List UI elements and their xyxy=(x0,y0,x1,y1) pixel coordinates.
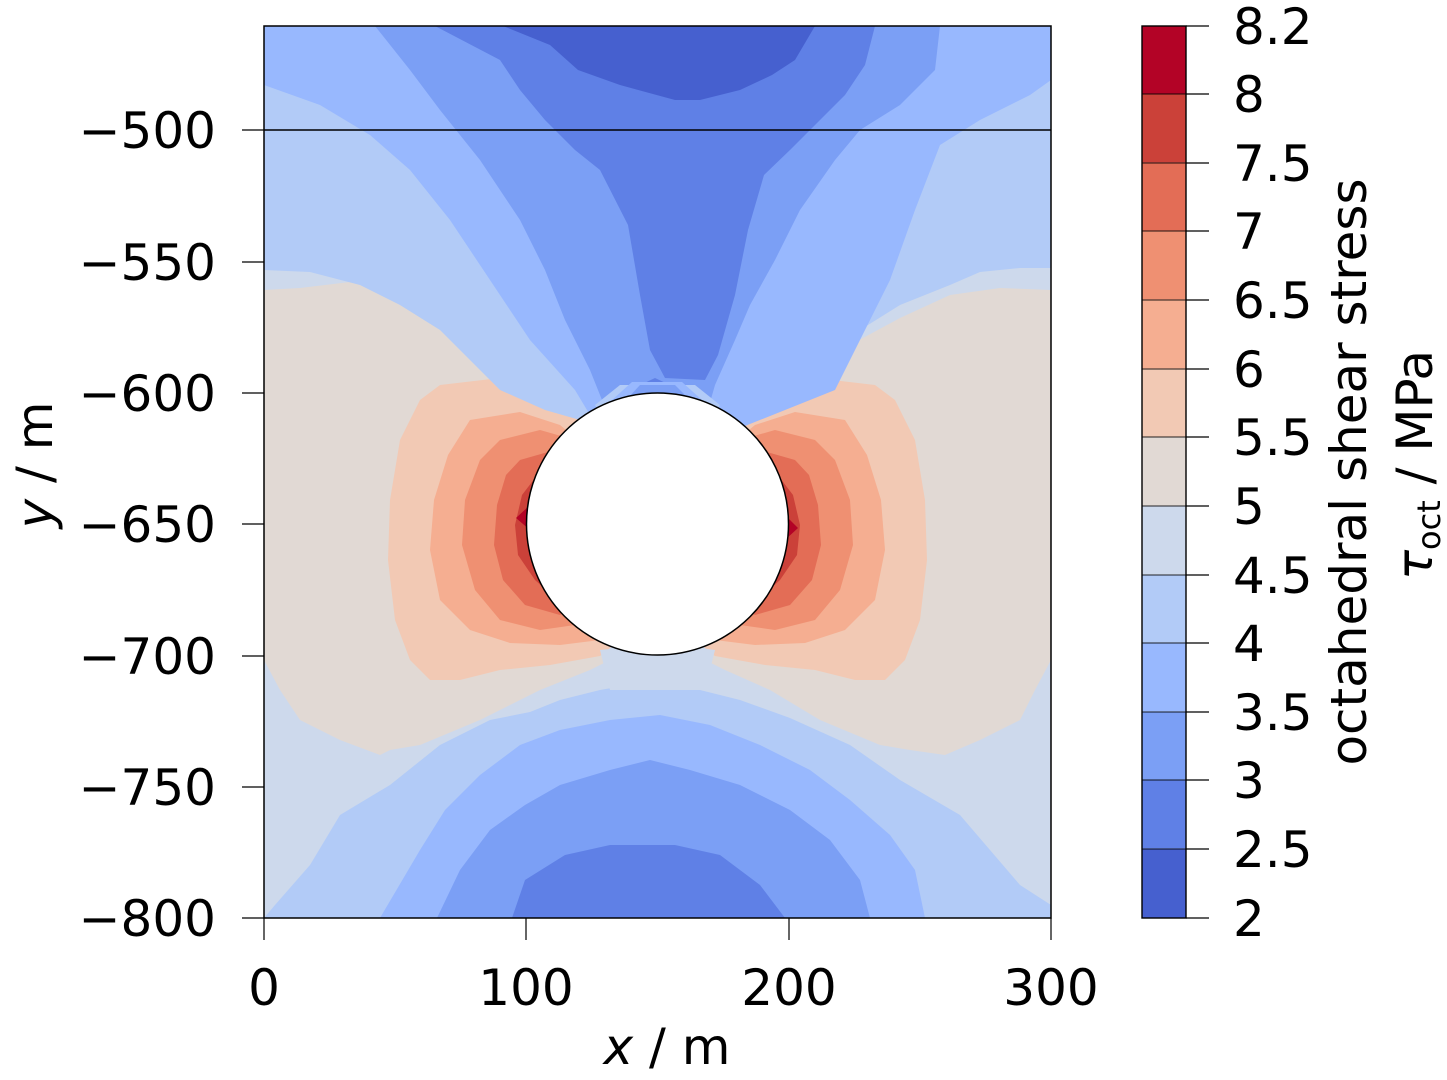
colorbar-tick-label: 6 xyxy=(1233,341,1265,399)
colorbar-tick-label: 5.5 xyxy=(1233,409,1313,467)
contour-neck-bottom xyxy=(600,648,715,690)
unit-label: / MPa xyxy=(1386,350,1444,500)
colorbar-tick-label: 6.5 xyxy=(1233,272,1313,330)
y-tick-labels: −500 −550 −600 −650 −700 −750 −800 xyxy=(79,102,216,948)
y-axis xyxy=(242,129,264,919)
colorbar-tick-label: 5 xyxy=(1233,478,1265,536)
colorbar-tick-label: 7 xyxy=(1233,203,1265,261)
y-tick-label: −600 xyxy=(79,365,216,423)
plot-frame xyxy=(263,25,1052,919)
y-tick-label: −550 xyxy=(79,234,216,292)
y-tick-label: −750 xyxy=(79,759,216,817)
colorbar-tick-label: 4.5 xyxy=(1233,547,1313,605)
tau-subscript: oct xyxy=(1410,500,1447,550)
contour-level-2.5-3-bottom xyxy=(512,845,785,918)
y-axis-label: y / m xyxy=(6,402,64,531)
colorbar-tick-labels: 8.2 8 7.5 7 6.5 6 5.5 5 4.5 4 3.5 3 2.5 … xyxy=(1233,0,1313,948)
colorbar-tick-label: 4 xyxy=(1233,615,1265,673)
y-tick-label: −650 xyxy=(79,496,216,554)
colorbar-tick-label: 3.5 xyxy=(1233,684,1313,742)
colorbar-tick-label: 2 xyxy=(1233,890,1265,948)
x-axis xyxy=(263,918,1052,940)
y-tick-label: −500 xyxy=(79,102,216,160)
x-tick-labels: 0 100 200 300 xyxy=(248,959,1099,1017)
x-axis-label: x / m xyxy=(602,1018,731,1076)
colorbar xyxy=(1141,25,1209,919)
contour-field xyxy=(264,26,1051,918)
y-tick-label: −800 xyxy=(79,890,216,948)
colorbar-tick-label: 8 xyxy=(1233,66,1265,124)
colorbar-label-line1: octahedral shear stress xyxy=(1320,178,1378,765)
colorbar-tick-label: 8.2 xyxy=(1233,0,1313,56)
tau-symbol: τ xyxy=(1386,549,1444,580)
contour-level-2.5-3-top xyxy=(435,26,875,400)
x-tick-label: 300 xyxy=(1003,959,1098,1017)
x-tick-label: 0 xyxy=(248,959,280,1017)
colorbar-tick-label: 7.5 xyxy=(1233,135,1313,193)
colorbar-label-line2: τoct / MPa xyxy=(1386,350,1447,580)
y-tick-label: −700 xyxy=(79,628,216,686)
colorbar-tick-label: 3 xyxy=(1233,752,1265,810)
circular-opening xyxy=(525,392,790,656)
x-tick-label: 200 xyxy=(741,959,836,1017)
x-tick-label: 100 xyxy=(478,959,573,1017)
contour-level-2-2.5-top xyxy=(503,26,815,100)
colorbar-tick-label: 2.5 xyxy=(1233,821,1313,879)
